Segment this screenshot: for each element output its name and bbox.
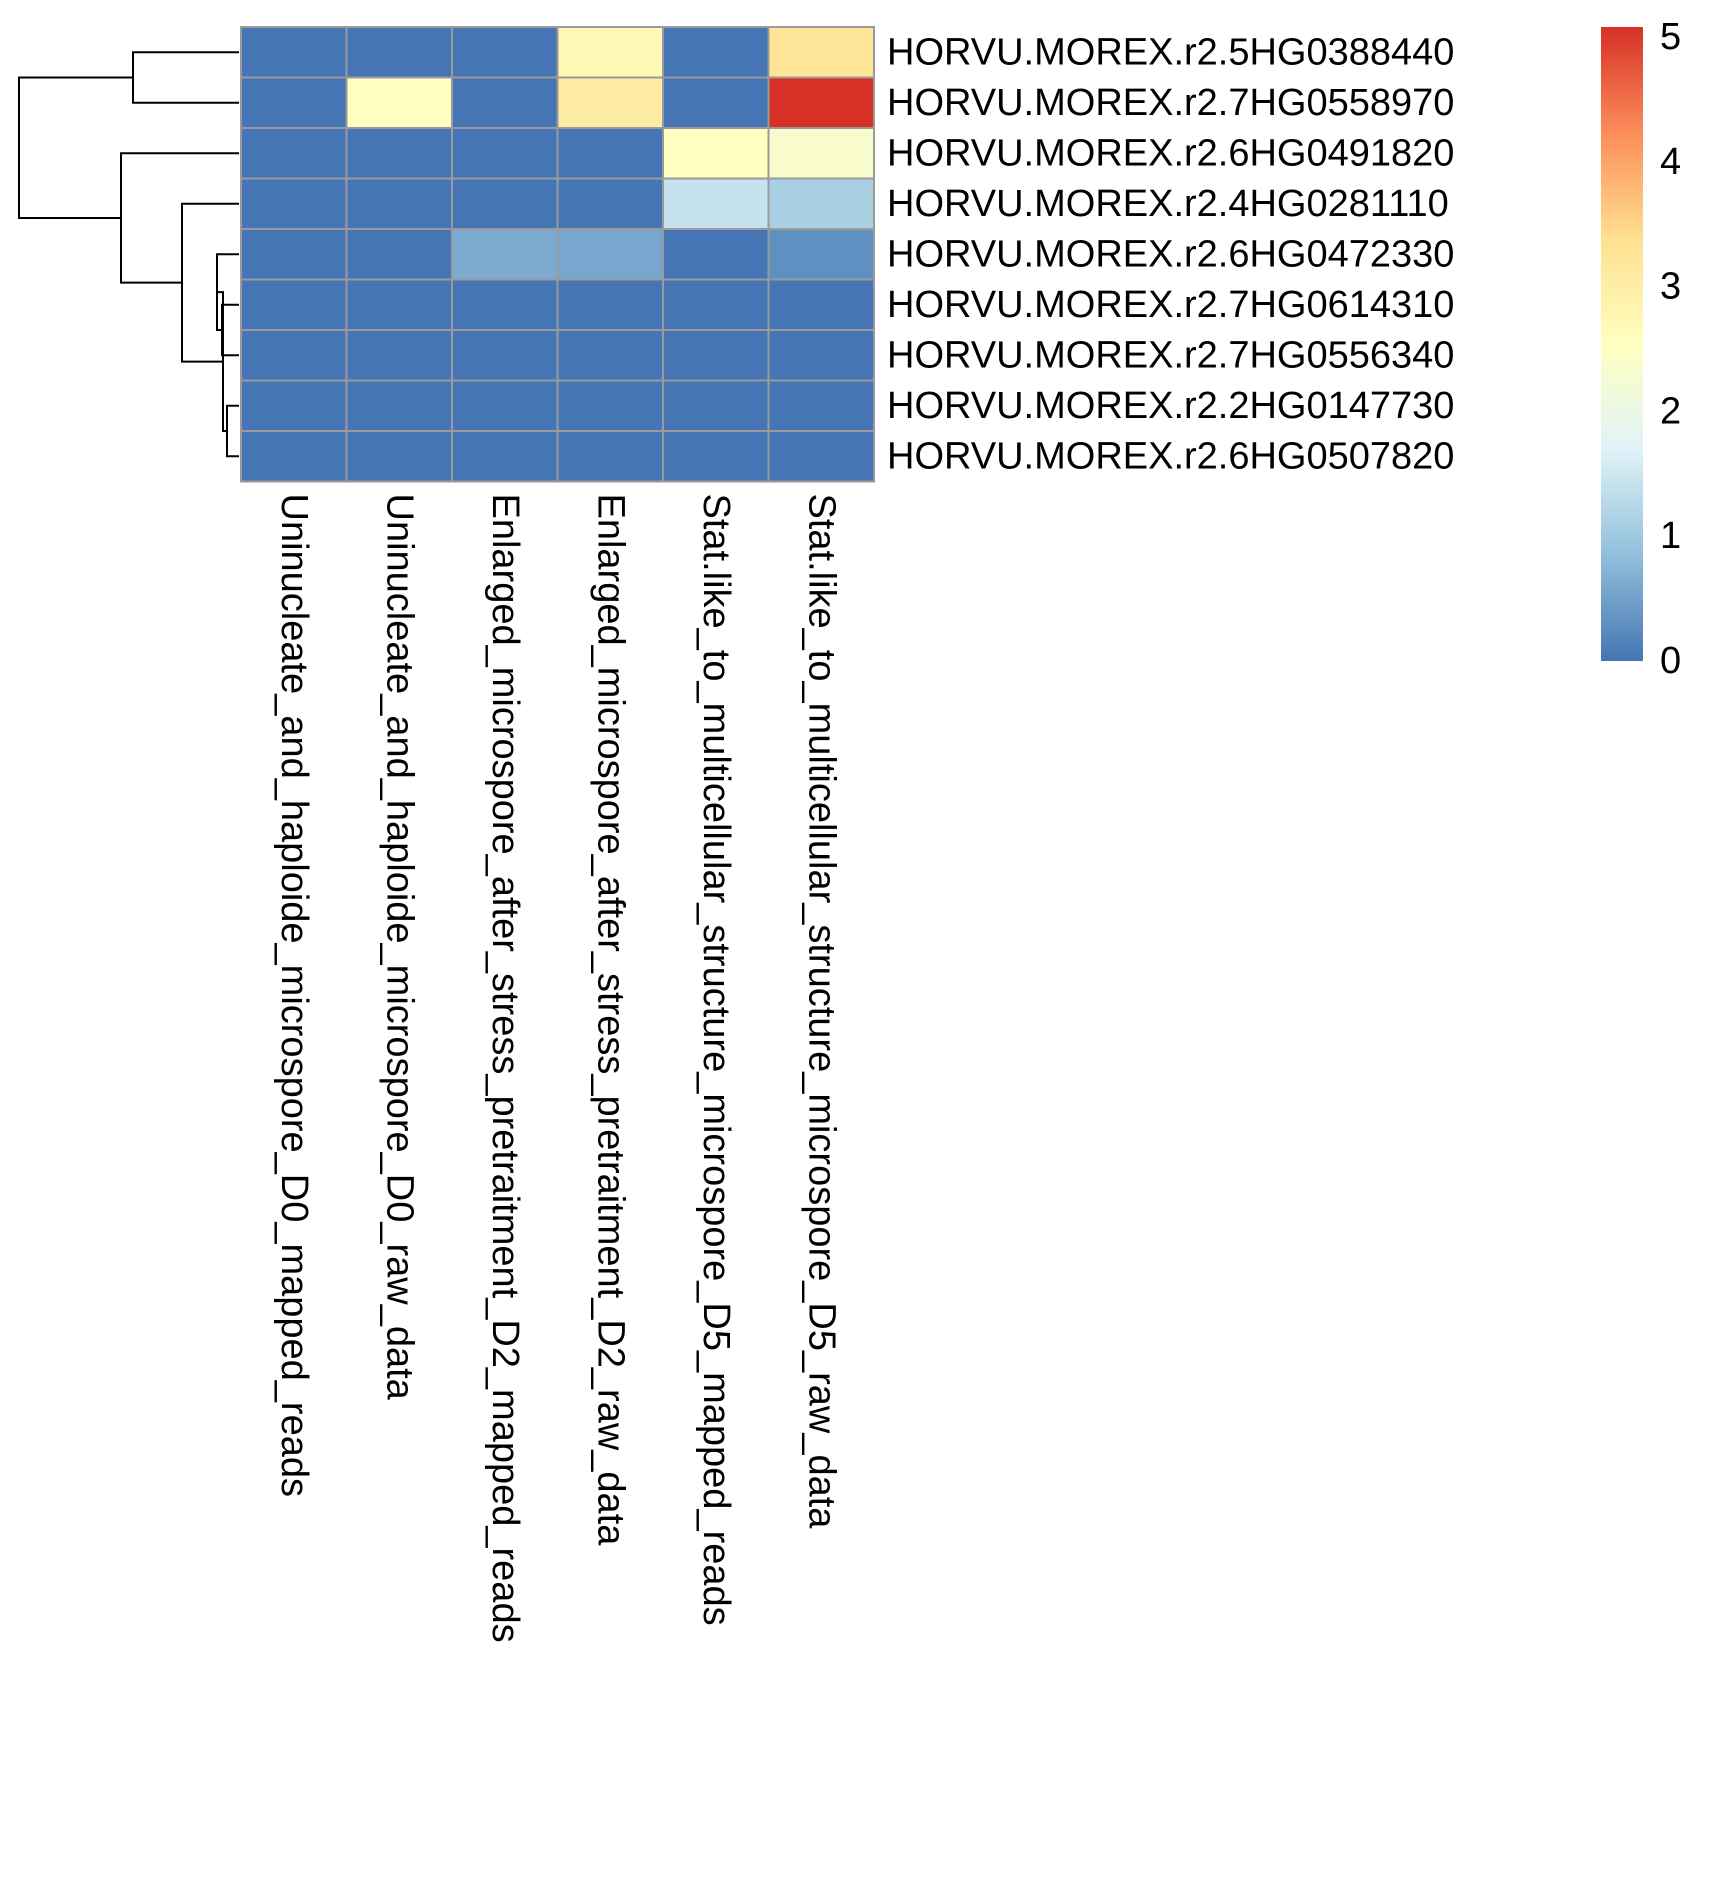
heatmap-cell (556, 26, 664, 79)
heatmap-cell (345, 430, 453, 483)
heatmap-cell (556, 379, 664, 432)
heatmap-cell (662, 177, 770, 230)
heatmap-cell (662, 278, 770, 331)
heatmap-cell (345, 177, 453, 230)
heatmap-cells (240, 26, 875, 483)
dendrogram-link (132, 51, 239, 104)
heatmap-cell (240, 26, 348, 79)
row-label: HORVU.MOREX.r2.5HG0388440 (887, 31, 1454, 73)
heatmap-cell (451, 329, 559, 382)
heatmap-cell (345, 127, 453, 180)
heatmap-cell (451, 430, 559, 483)
legend-tick-label: 1 (1660, 515, 1681, 557)
dendrogram-link (120, 152, 239, 284)
heatmap-cell (451, 127, 559, 180)
column-label: Stat.like_to_multicellular_structure_mic… (800, 494, 842, 1530)
heatmap-cell (451, 379, 559, 432)
heatmap-cell (767, 379, 875, 432)
heatmap-cell (451, 278, 559, 331)
dendrogram-link (226, 404, 239, 458)
heatmap-cell (556, 127, 664, 180)
heatmap-cell (767, 76, 875, 129)
row-label: HORVU.MOREX.r2.6HG0491820 (887, 132, 1454, 174)
heatmap-cell (556, 228, 664, 281)
heatmap-cell (662, 228, 770, 281)
dendrogram-link (221, 303, 239, 357)
heatmap-cell (240, 76, 348, 129)
heatmap-cell (345, 26, 453, 79)
heatmap-cell (240, 177, 348, 230)
heatmap-cell (345, 228, 453, 281)
heatmap-cell (662, 379, 770, 432)
heatmap-cell (345, 278, 453, 331)
legend-tick-label: 0 (1660, 640, 1681, 682)
dendrogram-link (18, 76, 133, 219)
column-label: Stat.like_to_multicellular_structure_mic… (695, 494, 737, 1626)
heatmap-cell (662, 26, 770, 79)
legend-tick-label: 5 (1660, 16, 1681, 58)
heatmap-cell (556, 76, 664, 129)
heatmap-cell (556, 430, 664, 483)
heatmap-cell (662, 430, 770, 483)
legend-tick-label: 3 (1660, 266, 1681, 308)
column-label: Uninucleate_and_haploide_microspore_D0_m… (273, 494, 315, 1497)
row-label: HORVU.MOREX.r2.6HG0472330 (887, 233, 1454, 275)
heatmap-cell (556, 177, 664, 230)
heatmap-cell (345, 379, 453, 432)
heatmap-cell (345, 329, 453, 382)
heatmap-cell (662, 127, 770, 180)
row-label: HORVU.MOREX.r2.6HG0507820 (887, 435, 1454, 477)
row-labels: HORVU.MOREX.r2.5HG0388440 HORVU.MOREX.r2.… (887, 31, 1454, 477)
heatmap-cell (240, 127, 348, 180)
heatmap-cell (345, 76, 453, 129)
heatmap-cell (451, 177, 559, 230)
color-legend-ticks: 0 1 2 3 4 5 (1660, 16, 1681, 682)
heatmap-cell (240, 430, 348, 483)
heatmap-cell (240, 329, 348, 382)
heatmap-cell (451, 228, 559, 281)
color-legend-bar (1601, 27, 1643, 661)
heatmap-cell (767, 127, 875, 180)
heatmap-cell (767, 278, 875, 331)
row-dendrogram (18, 51, 239, 458)
column-label: Enlarged_microspore_after_stress_pretrai… (589, 494, 631, 1547)
legend-tick-label: 4 (1660, 141, 1681, 183)
row-label: HORVU.MOREX.r2.2HG0147730 (887, 385, 1454, 427)
heatmap-cell (240, 278, 348, 331)
color-legend: 0 1 2 3 4 5 (1601, 16, 1681, 682)
column-label: Enlarged_microspore_after_stress_pretrai… (484, 494, 526, 1643)
heatmap-cell (767, 177, 875, 230)
legend-tick-label: 2 (1660, 390, 1681, 432)
heatmap-cell (767, 228, 875, 281)
heatmap-cell (451, 26, 559, 79)
heatmap-cell (556, 329, 664, 382)
heatmap-cell (556, 278, 664, 331)
heatmap-cell (662, 329, 770, 382)
column-label: Uninucleate_and_haploide_microspore_D0_r… (378, 494, 420, 1401)
heatmap-cell (451, 76, 559, 129)
row-label: HORVU.MOREX.r2.7HG0614310 (887, 284, 1454, 326)
heatmap-cell (767, 329, 875, 382)
heatmap-cell (662, 76, 770, 129)
column-labels: Uninucleate_and_haploide_microspore_D0_m… (273, 494, 843, 1643)
dendrogram-link (181, 202, 239, 363)
row-label: HORVU.MOREX.r2.4HG0281110 (887, 183, 1449, 225)
heatmap-cell (240, 379, 348, 432)
heatmap-cell (240, 228, 348, 281)
row-label: HORVU.MOREX.r2.7HG0556340 (887, 334, 1454, 376)
heatmap-cell (767, 430, 875, 483)
heatmap-cell (767, 26, 875, 79)
row-label: HORVU.MOREX.r2.7HG0558970 (887, 82, 1454, 124)
